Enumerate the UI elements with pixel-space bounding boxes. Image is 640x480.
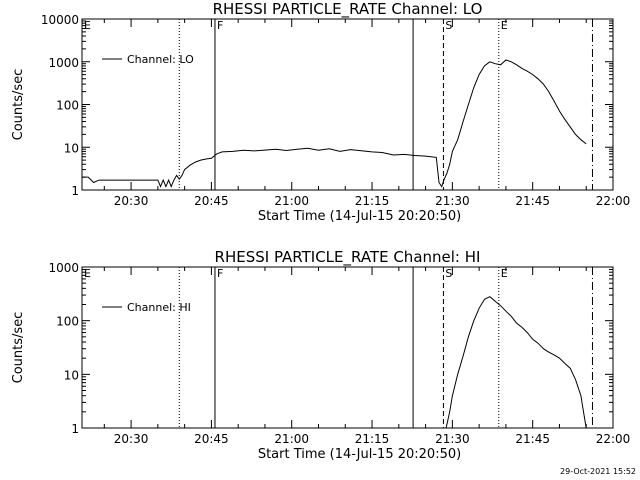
event-marker-label: S [445,19,452,32]
y-tick-label: 100 [56,315,79,329]
x-tick-label: 21:45 [515,432,550,446]
event-marker-label: F [217,267,223,280]
plot-frame [81,266,614,429]
plot-frame [81,18,614,191]
y-tick-label: 10000 [41,13,79,27]
x-tick-label: 20:30 [114,194,149,208]
x-tick-label: 21:00 [274,194,309,208]
event-marker-label: E [84,19,91,32]
y-tick-label: 1 [71,422,79,436]
legend-label: Channel: HI [127,301,191,314]
event-marker-label: E [501,267,508,280]
series-line [445,296,587,429]
x-tick-label: 21:00 [274,432,309,446]
x-tick-label: 21:15 [355,432,390,446]
legend-label: Channel: LO [127,53,194,66]
y-axis-label: Counts/sec [11,69,26,141]
x-tick-label: 21:30 [435,194,470,208]
event-marker-label: F [217,19,223,32]
event-marker-label: E [84,267,91,280]
event-marker-label: S [445,267,452,280]
y-tick-label: 1000 [48,261,79,275]
x-tick-label: 22:00 [596,194,631,208]
x-tick-label: 21:15 [355,194,390,208]
series-line [82,59,587,188]
x-tick-label: 20:45 [194,432,229,446]
x-axis-label: Start Time (14-Jul-15 20:20:50) [258,447,461,462]
x-tick-label: 20:30 [114,432,149,446]
y-tick-label: 1000 [48,56,79,70]
x-tick-label: 21:45 [515,194,550,208]
x-tick-label: 21:30 [435,432,470,446]
event-marker-label: E [501,19,508,32]
y-tick-label: 100 [56,99,79,113]
x-tick-label: 20:45 [194,194,229,208]
y-tick-label: 1 [71,184,79,198]
x-tick-label: 22:00 [596,432,631,446]
y-axis-label: Counts/sec [11,312,26,384]
x-axis-label: Start Time (14-Jul-15 20:20:50) [258,209,461,224]
lo-channel-panel: RHESSI PARTICLE_RATE Channel: LO 20:30 20:… [11,0,630,224]
chart-title: RHESSI PARTICLE_RATE Channel: LO [213,0,483,19]
hi-channel-panel: RHESSI PARTICLE_RATE Channel: HI 20:30 20:… [11,248,630,462]
chart-title: RHESSI PARTICLE_RATE Channel: HI [215,248,481,267]
generation-timestamp: 29-Oct-2021 15:52 [560,467,636,476]
y-tick-label: 10 [64,141,79,155]
y-tick-label: 10 [64,368,79,382]
